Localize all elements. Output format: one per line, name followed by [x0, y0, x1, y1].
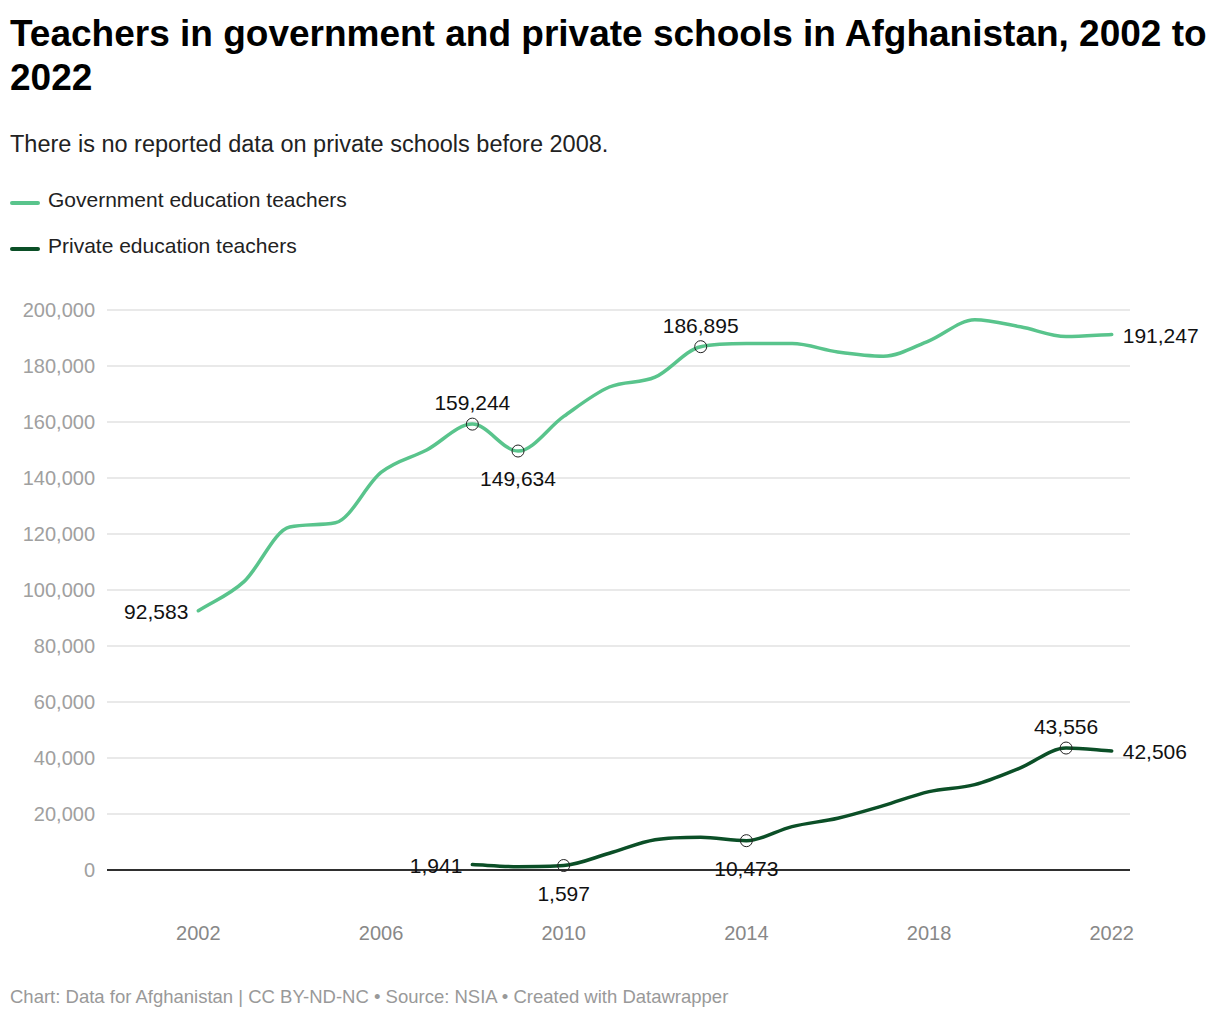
- data-label: 159,244: [434, 391, 510, 414]
- series-line: [472, 748, 1111, 867]
- x-axis-line: [107, 869, 1130, 871]
- zero-line: [107, 869, 1130, 871]
- data-label: 149,634: [480, 467, 556, 490]
- x-tick-label: 2018: [907, 922, 952, 944]
- y-tick-label: 140,000: [23, 467, 95, 489]
- legend-item: Government education teachers: [10, 188, 347, 234]
- grid-line: [107, 645, 1130, 646]
- data-label: 1,941: [410, 854, 463, 877]
- grid-line: [107, 533, 1130, 534]
- labels: 92,583 159,244 149,634 186,895 191,247 1,941 1…: [124, 314, 1199, 905]
- x-tick-label: 2014: [724, 922, 769, 944]
- point-marker: [512, 445, 524, 457]
- y-tick-label: 160,000: [23, 411, 95, 433]
- y-tick-label: 200,000: [23, 299, 95, 321]
- footer: Chart: Data for Afghanistan | CC BY-ND-N…: [10, 986, 728, 1008]
- x-tick-label: 2010: [541, 922, 586, 944]
- x-tick-label: 2022: [1089, 922, 1134, 944]
- y-tick-label: 80,000: [34, 635, 95, 657]
- x-tick-label: 2006: [359, 922, 404, 944]
- data-label: 42,506: [1123, 740, 1187, 763]
- y-tick-label: 40,000: [34, 747, 95, 769]
- subtitle: There is no reported data on private sch…: [10, 131, 608, 158]
- y-tick-label: 180,000: [23, 355, 95, 377]
- x-tick-label: 2002: [176, 922, 221, 944]
- title: Teachers in government and private schoo…: [10, 12, 1210, 100]
- legend-label: Government education teachers: [48, 188, 347, 212]
- legend-label: Private education teachers: [48, 234, 297, 258]
- grid-line: [107, 757, 1130, 758]
- chart: 0 20,000 40,000 60,000 80,000 100,000 120,000 1…: [0, 0, 1220, 1024]
- grid-line: [107, 701, 1130, 702]
- data-label: 186,895: [663, 314, 739, 337]
- data-label: 10,473: [714, 857, 778, 880]
- legend-swatch: [10, 247, 40, 251]
- y-tick-label: 60,000: [34, 691, 95, 713]
- data-label: 43,556: [1034, 715, 1098, 738]
- point-marker: [1060, 742, 1072, 754]
- data-label: 92,583: [124, 600, 188, 623]
- plot-area: [198, 320, 1111, 867]
- y-tick-label: 120,000: [23, 523, 95, 545]
- grid-line: [107, 477, 1130, 478]
- point-marker: [740, 835, 752, 847]
- grid-line: [107, 813, 1130, 814]
- data-label: 191,247: [1123, 324, 1199, 347]
- data-label: 1,597: [537, 882, 590, 905]
- point-marker: [466, 418, 478, 430]
- legend-swatch: [10, 201, 40, 205]
- legend: Government education teachers Private edu…: [10, 188, 347, 280]
- grid-line: [107, 421, 1130, 422]
- point-marker: [695, 341, 707, 353]
- y-tick-label: 100,000: [23, 579, 95, 601]
- legend-item: Private education teachers: [10, 234, 347, 280]
- grid-line: [107, 365, 1130, 366]
- y-tick-label: 20,000: [34, 803, 95, 825]
- grid-line: [107, 589, 1130, 590]
- y-tick-label: 0: [84, 859, 95, 881]
- grid-line: [107, 309, 1130, 310]
- point-marker: [558, 860, 570, 872]
- series-line: [198, 320, 1111, 611]
